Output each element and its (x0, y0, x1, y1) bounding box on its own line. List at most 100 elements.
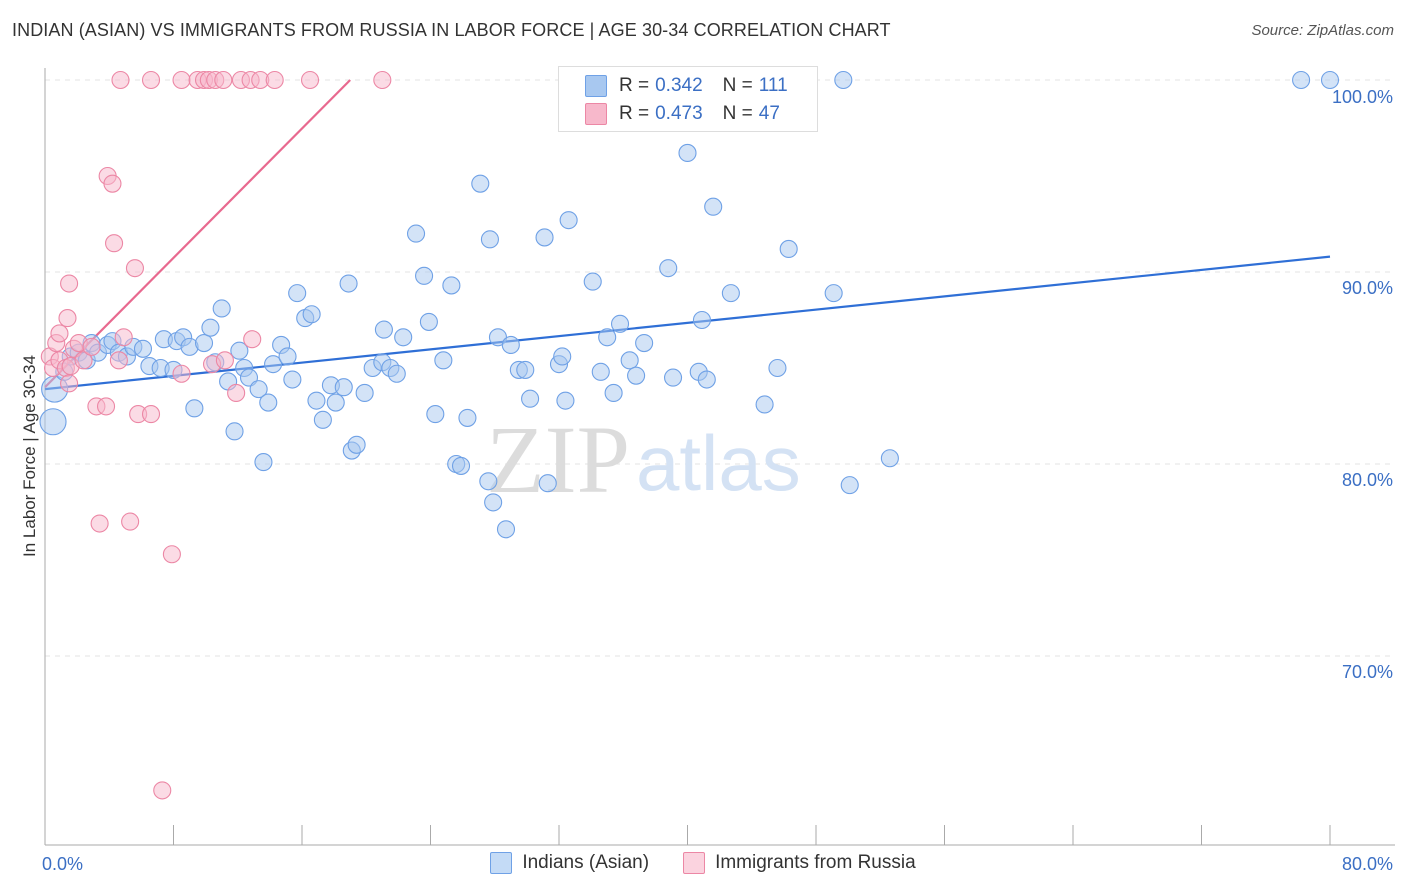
point-indians (604, 383, 623, 403)
point-russia (58, 309, 77, 328)
stats-row-indians: R = 0.342 N = 111 (585, 73, 794, 99)
series-legend: Indians (Asian) Immigrants from Russia (0, 852, 1406, 874)
point-russia (373, 70, 392, 90)
point-russia (60, 374, 79, 393)
point-indians (230, 341, 249, 360)
trend-line-indians (44, 255, 1331, 391)
point-indians (484, 493, 503, 512)
point-indians (501, 335, 520, 355)
y-axis-label: In Labor Force | Age 30-34 (20, 355, 39, 557)
point-indians (627, 366, 646, 385)
watermark: ZIP atlas (486, 406, 801, 513)
point-indians (779, 239, 798, 259)
y-tick-label: 90.0% (1342, 278, 1393, 298)
point-russia (121, 512, 140, 531)
point-indians (347, 435, 366, 454)
point-indians (458, 408, 477, 427)
point-indians (591, 362, 610, 381)
point-indians (659, 259, 678, 278)
point-indians (313, 410, 332, 429)
x-tick-label: 0.0% (42, 854, 83, 874)
point-russia (162, 545, 181, 564)
point-russia (243, 330, 262, 349)
point-indians (249, 380, 268, 399)
point-indians (598, 328, 617, 347)
point-indians (496, 520, 516, 539)
point-indians (559, 211, 578, 230)
point-indians (133, 339, 153, 358)
point-indians (663, 368, 683, 387)
point-russia (300, 70, 320, 90)
legend-swatch-russia (683, 852, 706, 874)
point-indians (326, 393, 345, 412)
r-value: 0.342 (655, 75, 703, 96)
point-indians (212, 299, 231, 318)
chart-title: INDIAN (ASIAN) VS IMMIGRANTS FROM RUSSIA… (12, 20, 891, 40)
stats-legend: R = 0.342 N = 111 R = 0.473 N = 47 (558, 66, 818, 132)
point-indians (225, 422, 244, 441)
x-tick-label: 80.0% (1342, 854, 1393, 874)
point-indians (1320, 70, 1340, 90)
legend-swatch-indians (490, 852, 513, 874)
point-indians (880, 449, 899, 468)
point-indians (442, 276, 461, 295)
point-russia (96, 397, 116, 416)
point-indians (387, 364, 406, 383)
point-indians (480, 230, 499, 249)
point-indians (635, 333, 654, 353)
legend-label-indians: Indians (Asian) (522, 852, 650, 873)
point-indians (824, 284, 843, 303)
point-indians (678, 143, 697, 163)
point-russia (114, 328, 133, 347)
point-indians (583, 272, 602, 291)
point-indians (721, 284, 740, 303)
point-indians (451, 456, 471, 475)
point-indians (471, 174, 490, 193)
point-indians (254, 453, 273, 472)
point-russia (153, 781, 172, 800)
legend-label-russia: Immigrants from Russia (715, 852, 916, 873)
tick-labels: 100.0% 90.0% 80.0% 70.0% 0.0% 80.0% (42, 87, 1393, 874)
point-indians (288, 284, 307, 303)
point-indians (355, 383, 374, 403)
swatch-russia (585, 103, 607, 125)
watermark-atlas: atlas (636, 419, 801, 507)
stats-row-russia: R = 0.473 N = 47 (585, 101, 786, 127)
legend-item-indians[interactable]: Indians (Asian) (490, 852, 649, 874)
point-indians (39, 408, 67, 436)
legend-item-russia[interactable]: Immigrants from Russia (683, 852, 916, 874)
point-indians (406, 224, 426, 243)
y-tick-label: 70.0% (1342, 662, 1393, 682)
point-russia (172, 70, 191, 90)
n-value: 111 (758, 75, 788, 96)
point-indians (516, 360, 535, 379)
n-value: 47 (758, 103, 780, 124)
point-russia (141, 70, 161, 90)
point-russia (215, 351, 234, 370)
point-russia (265, 70, 284, 90)
point-indians (521, 389, 540, 408)
point-indians (283, 370, 302, 389)
axes (44, 68, 1395, 846)
point-russia (50, 324, 69, 343)
point-indians (264, 355, 283, 374)
point-russia (141, 405, 161, 424)
point-indians (339, 274, 358, 293)
point-indians (194, 333, 214, 353)
y-tick-label: 80.0% (1342, 470, 1393, 490)
point-indians (302, 305, 321, 324)
point-russia (214, 70, 233, 90)
point-indians (334, 378, 353, 397)
y-tick-label: 100.0% (1332, 87, 1393, 107)
point-indians (620, 351, 639, 370)
r-label: R = (619, 103, 650, 124)
point-indians (434, 351, 453, 370)
point-indians (374, 320, 393, 339)
point-indians (419, 312, 438, 331)
point-russia (109, 351, 128, 370)
point-indians (697, 370, 716, 389)
point-indians (692, 310, 712, 330)
r-value: 0.473 (655, 103, 703, 124)
point-russia (60, 274, 79, 293)
